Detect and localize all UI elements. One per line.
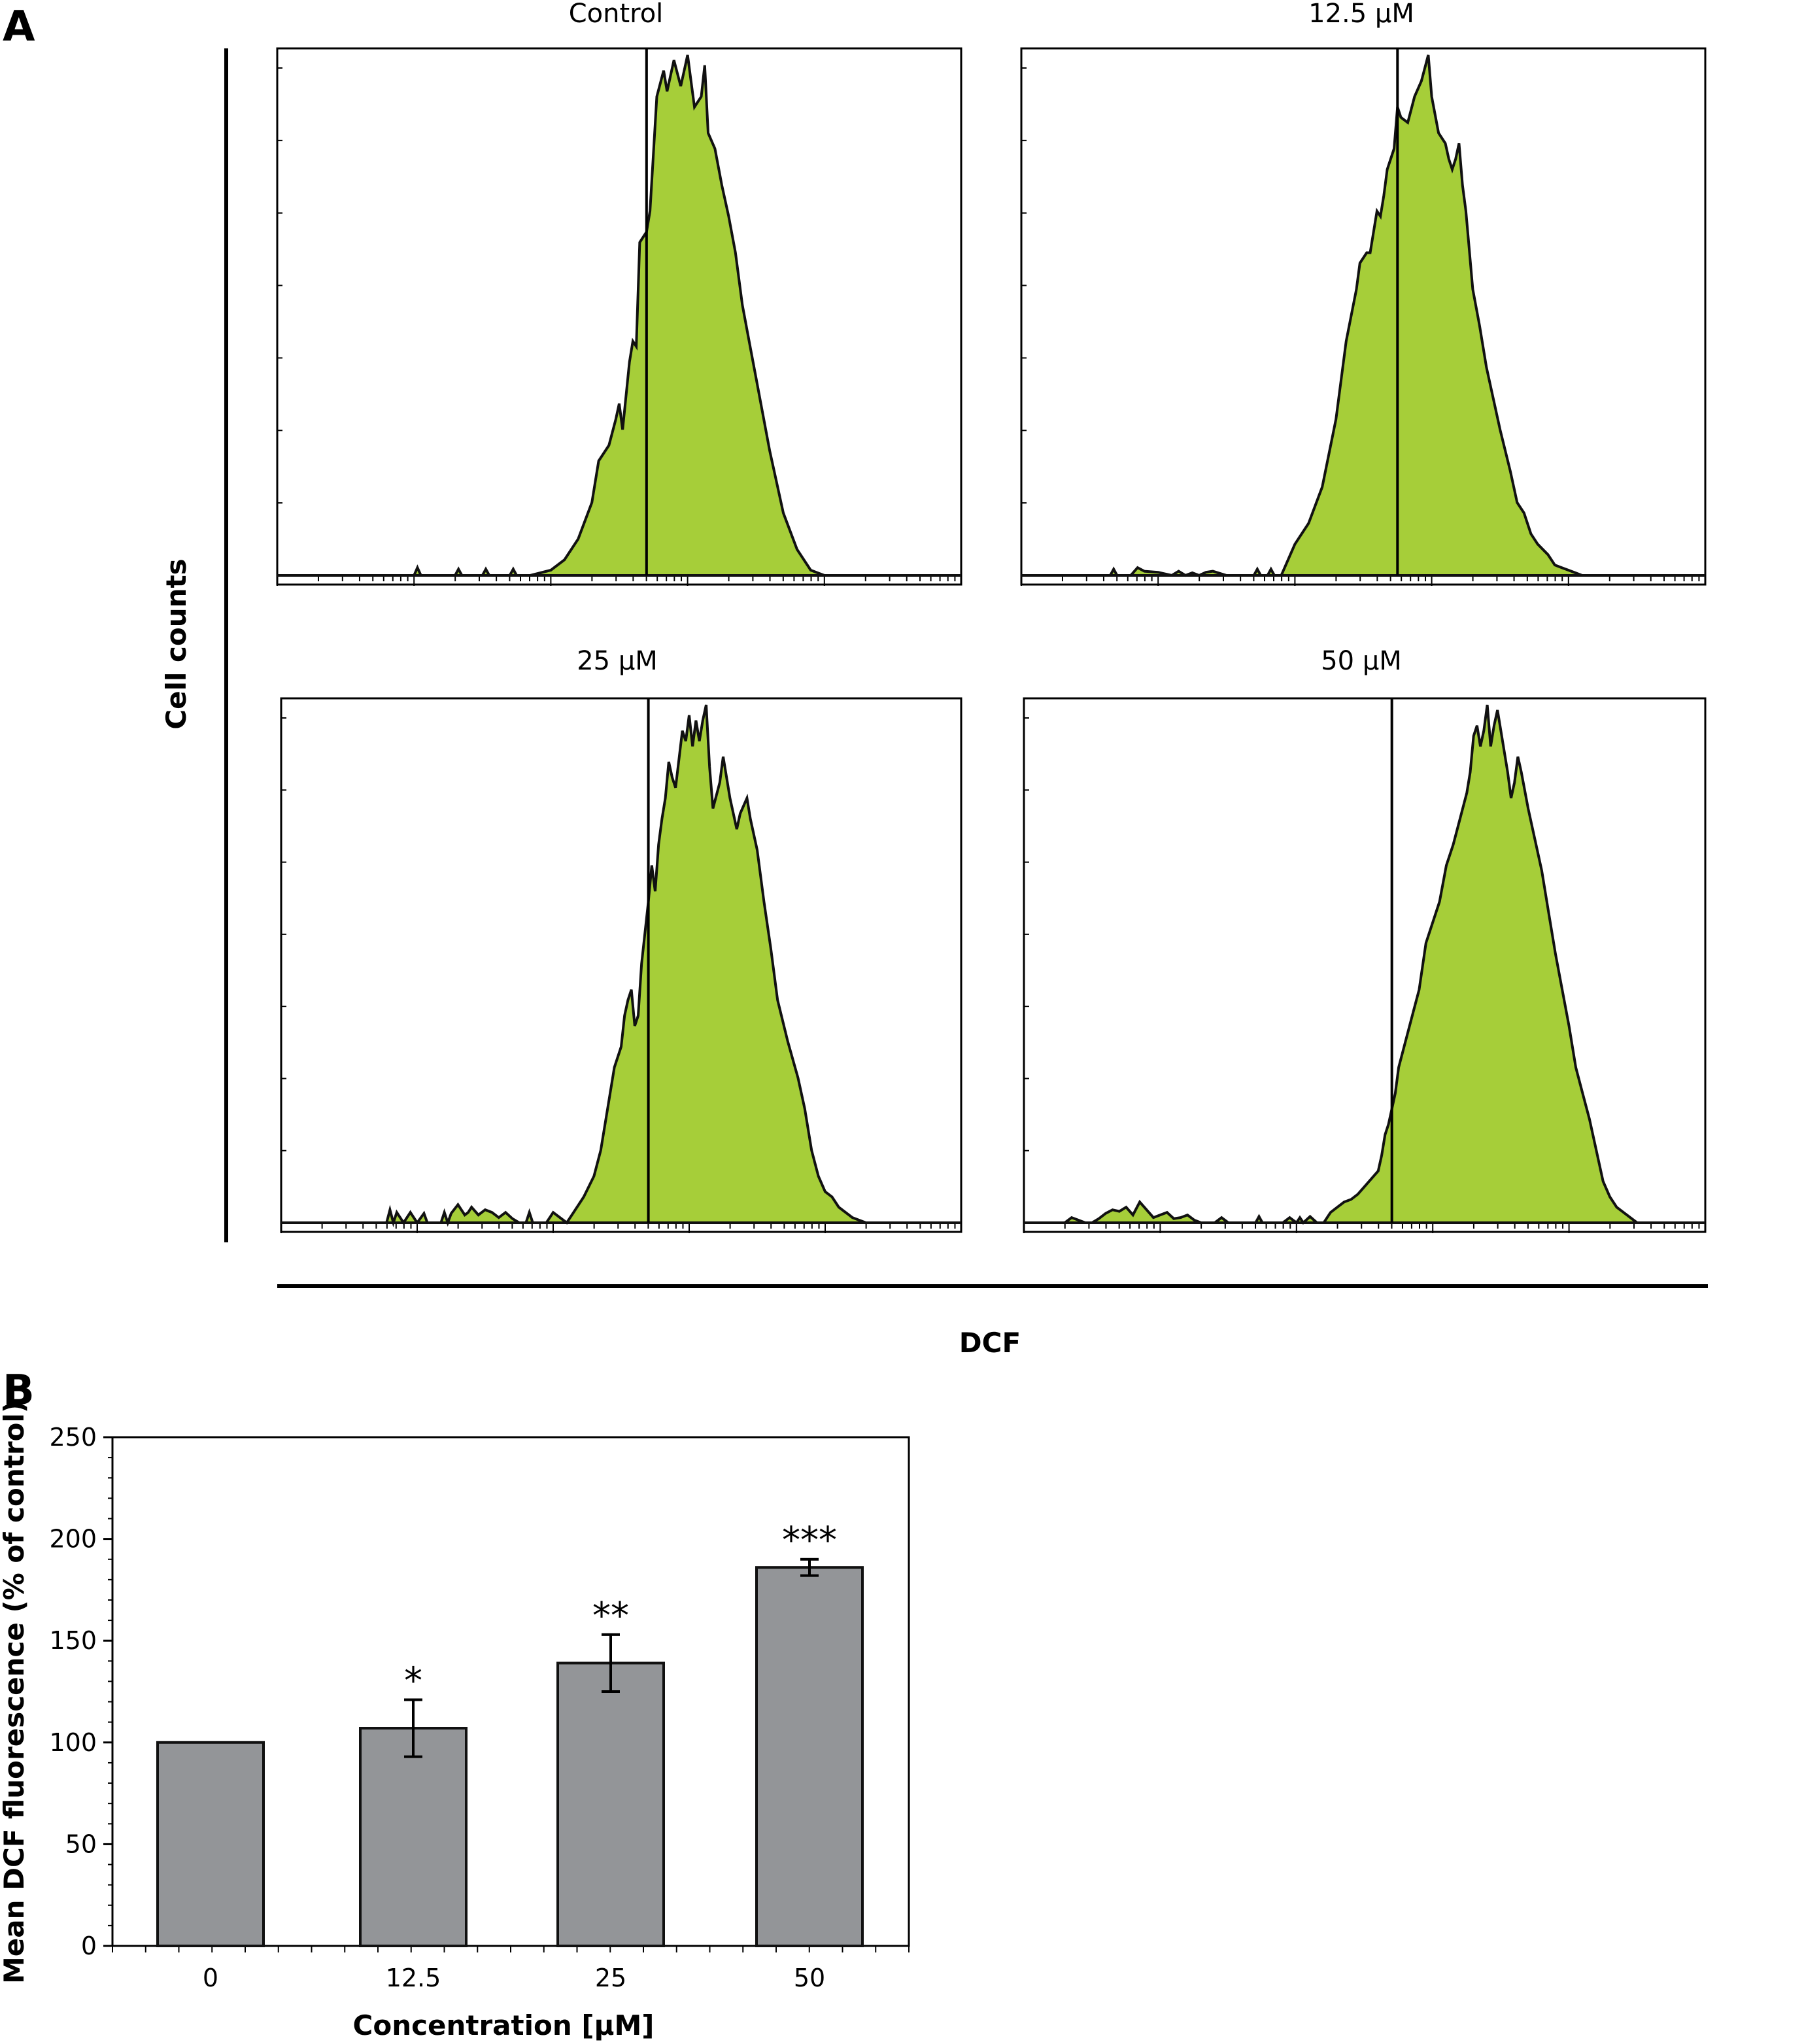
histogram-control-title: Control (569, 0, 664, 29)
y-tick-label: 150 (49, 1626, 97, 1655)
histogram-25-title: 25 µM (577, 646, 658, 676)
histogram-50: 50 µM (1024, 646, 1705, 1233)
histogram-y-axis-label: Cell counts (160, 558, 192, 729)
x-tick-label: 50 (794, 1964, 825, 1992)
bar-chart-x-axis: 0 12.5 25 50 (112, 1946, 909, 1992)
bar-25 (558, 1663, 664, 1946)
bar-50 (757, 1567, 862, 1946)
x-tick-label: 0 (203, 1964, 218, 1992)
histogram-12-5: 12.5 µM (1021, 0, 1705, 586)
histogram-12-5-title: 12.5 µM (1308, 0, 1414, 29)
x-tick-label: 25 (595, 1964, 626, 1992)
histogram-50-title: 50 µM (1321, 646, 1402, 676)
significance-marker: *** (782, 1520, 837, 1562)
x-tick-label: 12.5 (386, 1964, 441, 1992)
bar-chart-y-axis-label: Mean DCF fluorescence (% of control) (0, 1401, 30, 1984)
significance-marker: ** (592, 1595, 629, 1637)
y-tick-label: 200 (49, 1525, 97, 1554)
significance-marker: * (404, 1660, 422, 1702)
y-tick-label: 50 (65, 1830, 97, 1858)
histogram-50-frame (1024, 698, 1705, 1232)
panel-a-label: A (3, 3, 35, 51)
histogram-25: 25 µM (281, 646, 961, 1233)
bar-0 (158, 1743, 264, 1946)
histogram-control: Control (277, 0, 961, 586)
y-tick-label: 0 (81, 1932, 97, 1960)
figure: A B Cell counts DCF Control 12.5 µM 25 µ… (0, 0, 1804, 2044)
bar-chart-y-axis: 0 50 100 150 200 250 (49, 1423, 112, 1960)
y-tick-label: 250 (49, 1423, 97, 1452)
y-tick-label: 100 (49, 1728, 97, 1757)
bar-chart-x-axis-label: Concentration [µM] (353, 2009, 655, 2041)
histogram-x-axis-label: DCF (959, 1327, 1021, 1359)
bar-12.5 (360, 1728, 466, 1946)
